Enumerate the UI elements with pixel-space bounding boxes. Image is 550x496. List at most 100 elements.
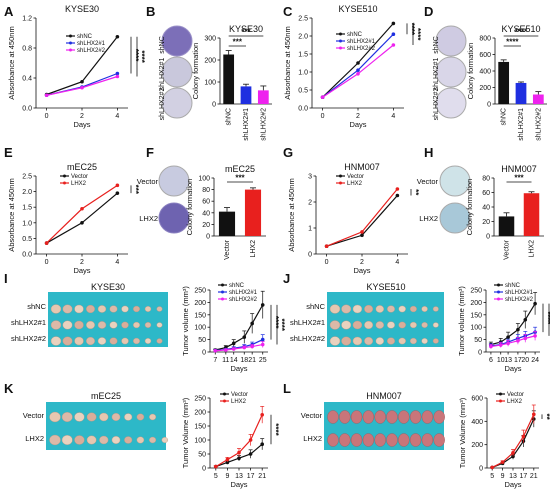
tumor-row-images [49, 411, 169, 446]
x-axis-label: Days [504, 364, 521, 373]
panel-letter-d: D [424, 4, 433, 19]
y-axis-label: Colony formation [185, 179, 194, 236]
tumor-specimen [99, 412, 109, 422]
tumor-row-label: shLHX2#1 [290, 318, 325, 327]
legend-marker [69, 34, 72, 38]
tumor-specimen [409, 337, 417, 345]
tumor-specimen [350, 433, 363, 447]
data-point [80, 221, 84, 225]
tumor-specimen [99, 435, 109, 445]
legend-marker [221, 290, 224, 294]
y-tick-label: 600 [471, 396, 483, 403]
tumor-specimen [109, 337, 118, 345]
tumor-specimen [398, 305, 406, 313]
significance-label: **** [131, 49, 140, 62]
bar [244, 189, 262, 236]
bar [515, 82, 527, 104]
significance-label: **** [137, 50, 146, 63]
data-point [80, 206, 84, 211]
tumor-specimen [124, 436, 133, 444]
x-tick-label: 5 [490, 473, 494, 480]
x-axis-label: Days [73, 266, 90, 275]
data-point [356, 72, 360, 76]
legend-label: shNC [77, 34, 93, 40]
y-tick-label: 0.0 [22, 252, 32, 259]
significance-label: **** [506, 38, 519, 47]
x-tick-label: 7 [213, 357, 217, 364]
data-point [224, 348, 228, 352]
data-point [242, 345, 247, 350]
tumor-specimen [387, 305, 395, 313]
data-point [237, 450, 241, 455]
tumor-specimen [97, 337, 107, 345]
tumor-specimen [364, 320, 374, 330]
tumor-row-label: Vector [23, 411, 45, 420]
tumor-specimen [156, 338, 163, 344]
x-tick-label: LHX2 [250, 240, 257, 258]
data-point [356, 61, 360, 65]
x-tick-label: 4 [391, 113, 395, 120]
dish-row-label: LHX2 [139, 214, 158, 223]
dish-row-label: LHX2 [419, 214, 438, 223]
tumor-specimen [374, 410, 386, 424]
tumor-specimen [61, 435, 73, 445]
tumor-specimen [136, 413, 145, 421]
tumor-specimen [386, 410, 398, 424]
series-line [490, 331, 536, 347]
chart-b: KYSE30 0 100 200 300 Colony formation shNC shLH… [191, 24, 272, 141]
data-point [320, 95, 325, 99]
dish-row-label: shLHX2#1 [433, 58, 440, 91]
series-line [326, 195, 398, 247]
tumor-specimen [86, 412, 97, 422]
legend-label: shLHX2#2 [229, 297, 258, 303]
series-line [490, 335, 536, 348]
tumor-specimen [97, 321, 107, 329]
significance-label: **** [543, 312, 550, 325]
tumor-specimen [433, 410, 445, 424]
y-axis-label: Tumor Volume (mm³) [181, 397, 190, 468]
panel-letter-c: C [283, 4, 293, 19]
tumor-specimen [111, 413, 121, 421]
panel-i-tumor-photo: KYSE30 shNC shLHX2#1 shLHX2#2 [11, 282, 168, 347]
dish-row-label: shLHX2#1 [159, 58, 166, 91]
data-point [250, 321, 254, 326]
panel-d-dish-images: shNC shLHX2#1 shLHX2#2 [433, 25, 467, 120]
panel-k-tumor-photo: mEC25 Vector LHX2 [23, 391, 169, 450]
data-point [489, 344, 493, 349]
dish-row-label: shNC [159, 36, 166, 54]
tumor-row-images [50, 304, 163, 346]
tumor-specimen [109, 305, 118, 313]
data-point [516, 327, 520, 332]
tumor-specimen [74, 304, 84, 314]
data-point [44, 93, 49, 98]
y-tick-label: 20 [202, 222, 210, 229]
tumor-specimen [74, 320, 84, 330]
colony-dish [158, 202, 190, 234]
tumor-specimen [352, 320, 363, 330]
x-tick-label: shLHX2#1 [243, 108, 250, 141]
data-point [115, 191, 120, 195]
significance-label: ** [411, 189, 420, 196]
y-tick-label: 150 [470, 312, 482, 319]
legend-label: shLHX2#1 [505, 290, 534, 296]
data-point [80, 85, 84, 90]
x-tick-label: 2 [80, 259, 84, 266]
tumor-specimen [49, 434, 61, 446]
dish-row-label: shNC [433, 36, 440, 54]
legend-label: shNC [229, 283, 245, 289]
series-line [46, 184, 118, 244]
tumor-specimen [409, 321, 417, 329]
legend-label: shLHX2#1 [229, 290, 258, 296]
y-tick-label: 40 [482, 205, 490, 212]
y-axis-label: Tumor volume (mm³) [457, 286, 466, 356]
data-point [511, 454, 515, 459]
y-tick-label: 2.0 [298, 34, 308, 41]
data-point [248, 452, 253, 456]
data-point [391, 32, 396, 36]
legend-marker [221, 297, 224, 301]
x-tick-label: 17 [247, 473, 255, 480]
legend-marker [339, 46, 342, 50]
x-tick-label: shNC [226, 108, 233, 126]
data-point [356, 68, 360, 72]
